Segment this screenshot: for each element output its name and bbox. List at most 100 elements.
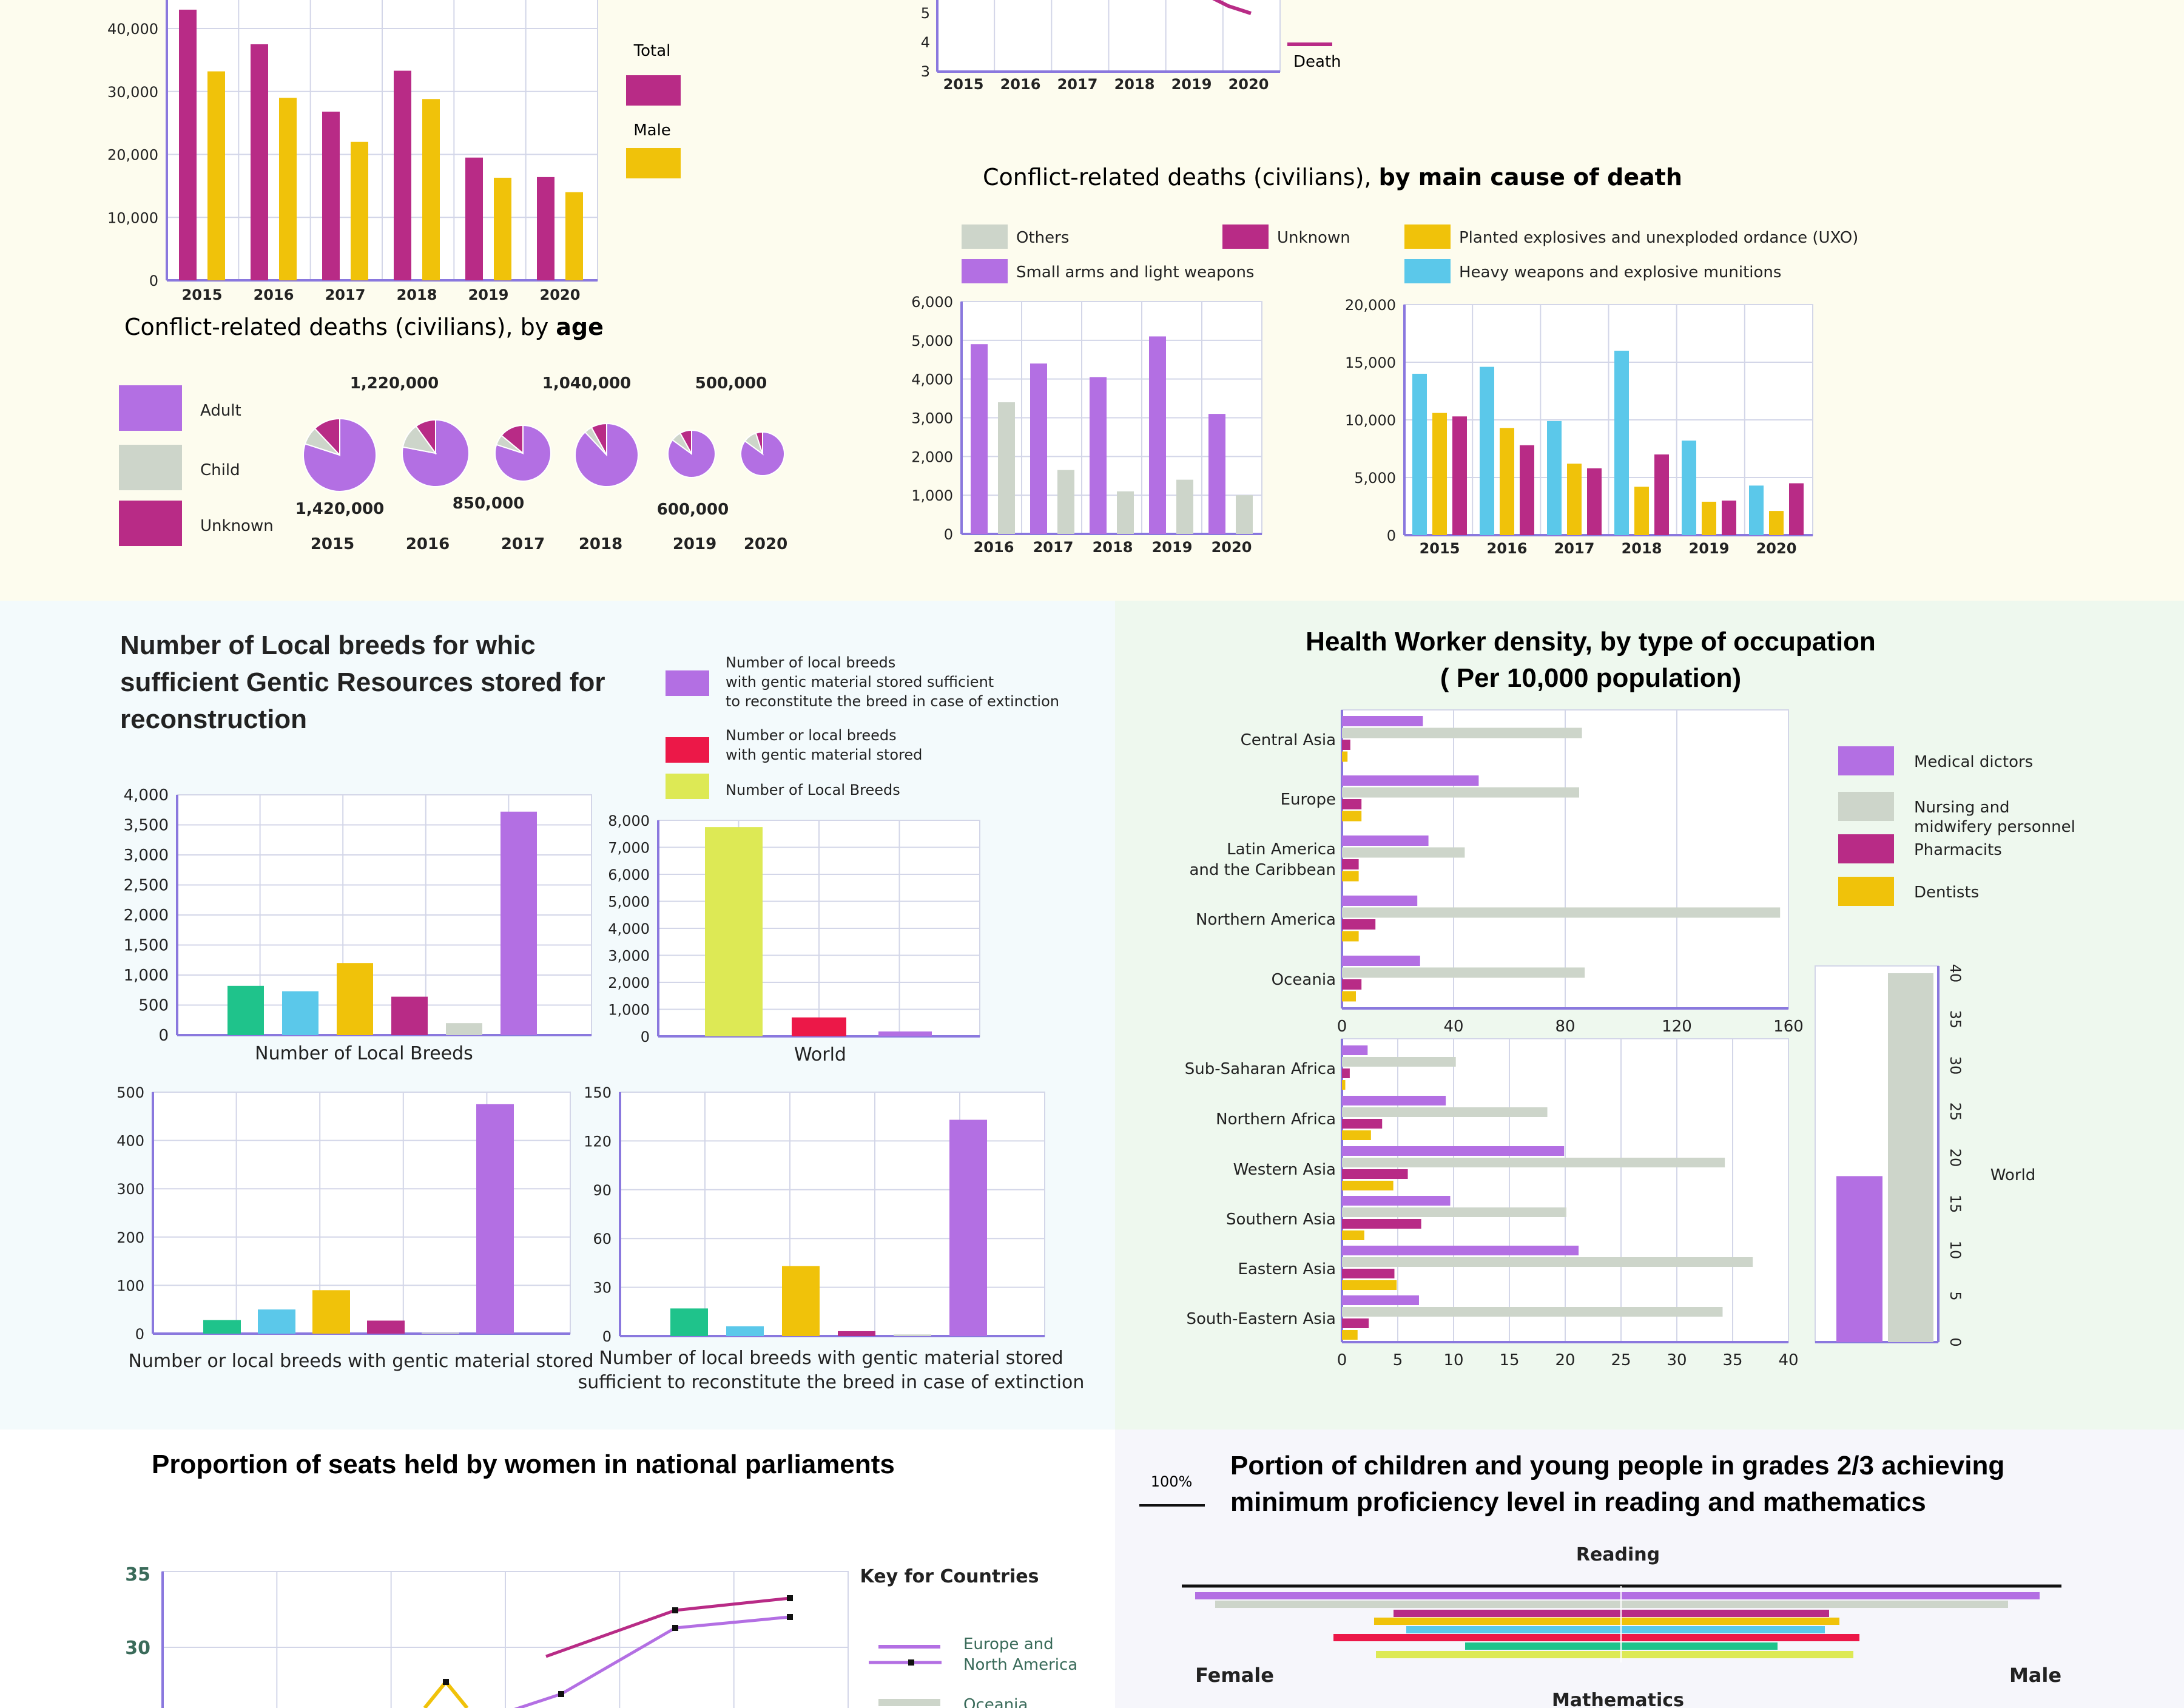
x-tick-label: 2016 — [254, 286, 294, 303]
pie-value-label: 600,000 — [657, 501, 729, 519]
bar-male — [351, 141, 368, 280]
world-doctors-bar — [1836, 1176, 1882, 1342]
breed-bar — [949, 1119, 987, 1336]
bar-heavy-weapons — [1480, 366, 1494, 535]
x-tick-label: 30 — [1667, 1351, 1687, 1369]
region-label: Southern Asia — [1226, 1210, 1336, 1229]
world-local-breeds-bar — [705, 827, 763, 1036]
x-tick-label: 5 — [1393, 1351, 1403, 1369]
region-label: and the Caribbean — [1189, 861, 1336, 879]
legend-label: with gentic material stored — [726, 746, 922, 763]
legend-label: Heavy weapons and explosive munitions — [1459, 263, 1781, 282]
deaths-by-sex-legend: Total Male — [626, 42, 681, 178]
health-bar — [1342, 1146, 1565, 1156]
region-label: South-Eastern Asia — [1186, 1310, 1336, 1328]
x-tick-label: 2019 — [1171, 76, 1212, 93]
x-tick-label: 2018 — [397, 286, 437, 303]
legend-label: Number of local breeds — [726, 654, 895, 671]
pie-year-label: 2016 — [406, 535, 450, 553]
cause-chart-right: 0 5,000 10,000 15,000 20,000 2015 2016 2017 2018… — [1345, 297, 1813, 557]
breed-bar — [203, 1320, 241, 1334]
bar-male — [565, 192, 583, 280]
y-tick-label: 15,000 — [1345, 354, 1396, 371]
y-tick-label: 0 — [641, 1028, 650, 1045]
bar-unknown — [1520, 445, 1534, 535]
pie-slice — [314, 417, 340, 457]
health-bar — [1342, 1246, 1579, 1255]
health-bar — [1342, 811, 1362, 822]
deaths-by-sex-chart: 0 10,000 20,000 30,000 40,000 2015 2016 2017 201… — [107, 0, 598, 303]
y-tick-label: 3,500 — [124, 817, 169, 835]
bar-others — [998, 402, 1015, 534]
breed-bar — [258, 1309, 295, 1334]
health-bar — [1342, 919, 1376, 930]
bar-uxo — [1702, 501, 1716, 535]
x-axis-title: World — [794, 1044, 846, 1065]
x-tick-label: 2016 — [1487, 540, 1528, 557]
legend-label: Nursing and — [1914, 798, 2010, 817]
cause-chart-title: Conflict-related deaths (civilians), by … — [983, 164, 1682, 191]
world-sufficient-bar — [878, 1031, 932, 1036]
x-tick-label: 10 — [1443, 1351, 1463, 1369]
x-tick-label: 2020 — [1228, 76, 1269, 93]
bar-total — [394, 70, 411, 281]
series-marker — [443, 1679, 449, 1685]
proficiency-bar — [1333, 1634, 1859, 1641]
series-marker — [672, 1625, 678, 1631]
breeds-title-line: reconstruction — [120, 704, 307, 734]
y-tick-label: 4,000 — [608, 920, 650, 937]
y-tick-label: 6,000 — [608, 866, 650, 883]
y-tick-label: 150 — [584, 1084, 612, 1101]
bar-heavy-weapons — [1547, 420, 1562, 535]
series-marker — [787, 1614, 793, 1620]
y-tick-label: 20,000 — [107, 147, 158, 164]
y-tick-label: 5,000 — [1354, 470, 1396, 487]
health-bar — [1342, 847, 1465, 858]
y-tick-label: 0 — [1387, 527, 1396, 544]
y-tick-label: 90 — [593, 1182, 612, 1199]
y-tick-label: 300 — [116, 1181, 144, 1198]
y-tick-label: 10 — [1947, 1241, 1964, 1260]
legend-swatch — [1838, 792, 1894, 821]
health-bar — [1342, 1318, 1369, 1328]
health-bar — [1342, 991, 1356, 1002]
proficiency-panel — [1115, 1430, 2184, 1708]
x-tick-label: 2019 — [1689, 540, 1730, 557]
pie-slice — [755, 431, 763, 454]
region-label: Eastern Asia — [1238, 1260, 1336, 1278]
world-label: World — [1990, 1166, 2036, 1184]
cause-legend: Others Unknown Planted explosives and unex… — [962, 224, 1858, 283]
legend-swatch — [1838, 834, 1894, 863]
proficiency-bar — [1215, 1601, 2008, 1608]
x-tick-label: 2020 — [1212, 539, 1252, 556]
health-bar — [1342, 1057, 1456, 1067]
y-tick-label: 30 — [593, 1280, 612, 1297]
key-label: North America — [963, 1656, 1077, 1674]
key-oceania-swatch — [878, 1699, 940, 1706]
bar-male — [207, 71, 225, 280]
bar-male — [422, 99, 440, 280]
legend-label: with gentic material stored sufficient — [726, 673, 994, 690]
breeds-charts: 0 500 1,000 1,500 2,000 2,500 3,000 3,500 4,000 N… — [116, 786, 1084, 1393]
bar-others — [1057, 470, 1074, 534]
y-tick-label: 5 — [921, 5, 930, 22]
age-legend: Adult Child Unknown — [119, 385, 274, 546]
y-tick-label: 500 — [138, 997, 169, 1015]
cause-chart-left: 0 1,000 2,000 3,000 4,000 5,000 6,000 2016 2017 2… — [911, 294, 1262, 556]
x-tick-label: 2019 — [1152, 539, 1193, 556]
series-death-line — [1212, 0, 1252, 15]
deaths-line-legend: Death — [1287, 42, 1341, 71]
legend-label: Dentists — [1914, 883, 1979, 902]
y-tick-label: 200 — [116, 1229, 144, 1246]
x-axis-title: Number of Local Breeds — [255, 1043, 473, 1064]
health-bar — [1342, 896, 1418, 906]
breed-bar — [500, 811, 537, 1035]
pie-year-label: 2018 — [579, 535, 622, 553]
bar-male — [279, 98, 297, 280]
legend-swatch — [119, 385, 182, 431]
health-bar — [1342, 859, 1359, 869]
bar-others — [1117, 491, 1134, 534]
pie-value-label: 1,040,000 — [542, 374, 631, 393]
series-marker — [672, 1607, 678, 1613]
